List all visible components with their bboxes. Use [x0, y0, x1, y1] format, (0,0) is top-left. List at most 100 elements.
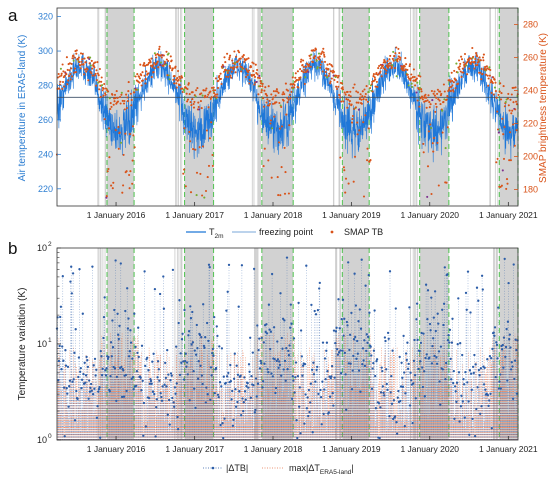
smap-tb-point: [75, 52, 78, 55]
smap-tb-point: [442, 100, 445, 104]
smap-tb-point: [259, 82, 263, 85]
delta-tb-point: [240, 264, 244, 267]
smap-tb-point: [195, 194, 198, 197]
smap-tb-point: [463, 65, 466, 68]
smap-tb-point: [320, 60, 324, 63]
smap-tb-point: [205, 129, 208, 132]
delta-tb-point: [237, 305, 240, 308]
smap-tb-point: [498, 90, 501, 93]
smap-tb-point: [112, 181, 115, 184]
delta-tb-point: [386, 331, 390, 335]
smap-tb-point: [198, 146, 201, 149]
smap-tb-point: [200, 92, 203, 95]
delta-tb-point: [116, 312, 119, 315]
smap-tb-point: [132, 134, 135, 137]
smap-tb-point: [189, 191, 193, 194]
delta-tb-point: [380, 366, 383, 369]
delta-tb-point: [470, 388, 473, 391]
smap-tb-point: [198, 108, 201, 111]
smap-tb-point: [219, 72, 222, 75]
smap-tb-point: [172, 78, 175, 81]
smap-tb-point: [242, 54, 245, 57]
delta-tb-point: [488, 354, 492, 358]
delta-tb-point: [283, 359, 287, 363]
smap-tb-point: [201, 194, 204, 197]
smap-tb-point: [185, 92, 188, 95]
delta-tb-point: [234, 387, 237, 391]
smap-tb-point: [503, 125, 506, 129]
smap-tb-point: [382, 66, 385, 70]
smap-tb-point: [432, 150, 435, 153]
delta-tb-point: [278, 360, 281, 363]
smap-tb-point: [66, 83, 69, 86]
smap-tb-point: [341, 88, 345, 91]
delta-tb-point: [246, 381, 249, 385]
smap-tb-point: [210, 121, 213, 124]
delta-tb-point: [388, 414, 391, 418]
smap-tb-point: [258, 74, 261, 77]
smap-tb-point: [253, 83, 256, 86]
smap-tb-point: [329, 80, 332, 83]
smap-tb-point: [104, 87, 108, 90]
delta-tb-point: [367, 273, 370, 277]
delta-tb-point: [449, 357, 452, 361]
smap-tb-point: [299, 76, 302, 79]
delta-tb-point: [467, 400, 470, 403]
panel-b-legend: |ΔTB| max|ΔTERA5-land|: [203, 463, 354, 476]
smap-tb-point: [496, 128, 500, 131]
smap-tb-point: [355, 90, 358, 93]
delta-tb-point: [105, 367, 108, 370]
smap-tb-point: [485, 65, 488, 68]
smap-tb-point: [145, 70, 148, 73]
delta-tb-point: [82, 372, 85, 376]
delta-tb-point: [441, 308, 444, 311]
smap-tb-point: [179, 79, 182, 83]
delta-tb-point: [335, 326, 338, 329]
smap-tb-point: [192, 106, 196, 109]
smap-tb-point: [70, 62, 73, 65]
smap-tb-point: [137, 75, 141, 78]
smap-tb-point: [82, 63, 85, 66]
delta-tb-point: [486, 358, 489, 361]
delta-tb-point: [477, 299, 480, 302]
smap-tb-point: [70, 67, 73, 70]
delta-tb-point: [347, 261, 350, 264]
smap-tb-point: [160, 56, 163, 59]
legend-t2m-label: T2m: [209, 227, 224, 240]
delta-tb-point: [157, 368, 160, 371]
smap-tb-point: [60, 72, 63, 75]
delta-tb-point: [227, 263, 231, 267]
panel-a-x-axis-ticks: 1 January 2016 1 January 2017 1 January 20…: [87, 202, 538, 220]
smap-tb-point: [424, 100, 427, 103]
smap-tb-point: [398, 52, 401, 55]
smap-tb-point: [292, 86, 296, 89]
smap-tb-point: [426, 165, 430, 168]
smap-tb-point: [294, 76, 297, 79]
smap-tb-point: [197, 101, 200, 104]
delta-tb-point: [377, 402, 381, 405]
smap-tb-point: [262, 105, 266, 108]
delta-tb-point: [209, 366, 213, 369]
smap-tb-point: [276, 176, 279, 179]
smap-tb-point: [194, 95, 197, 98]
smap-tb-point: [511, 109, 514, 112]
panel-a-x-tick-label: 1 January 2020: [400, 210, 459, 220]
smap-tb-point: [209, 90, 212, 93]
smap-tb-point: [480, 67, 483, 71]
delta-tb-point: [93, 387, 96, 390]
smap-tb-point: [366, 159, 369, 162]
delta-tb-point: [230, 398, 233, 401]
smap-tb-point: [431, 142, 434, 145]
delta-tb-point: [189, 316, 193, 320]
smap-tb-point: [272, 96, 275, 99]
smap-tb-point: [127, 81, 130, 84]
smap-tb-point: [459, 70, 462, 73]
delta-tb-point: [171, 268, 175, 272]
delta-tb-point: [504, 345, 508, 349]
smap-tb-point: [147, 72, 150, 75]
smap-tb-point: [302, 65, 305, 68]
smap-tb-point: [233, 50, 236, 53]
smap-tb-point: [153, 52, 156, 55]
smap-tb-point: [486, 74, 489, 77]
